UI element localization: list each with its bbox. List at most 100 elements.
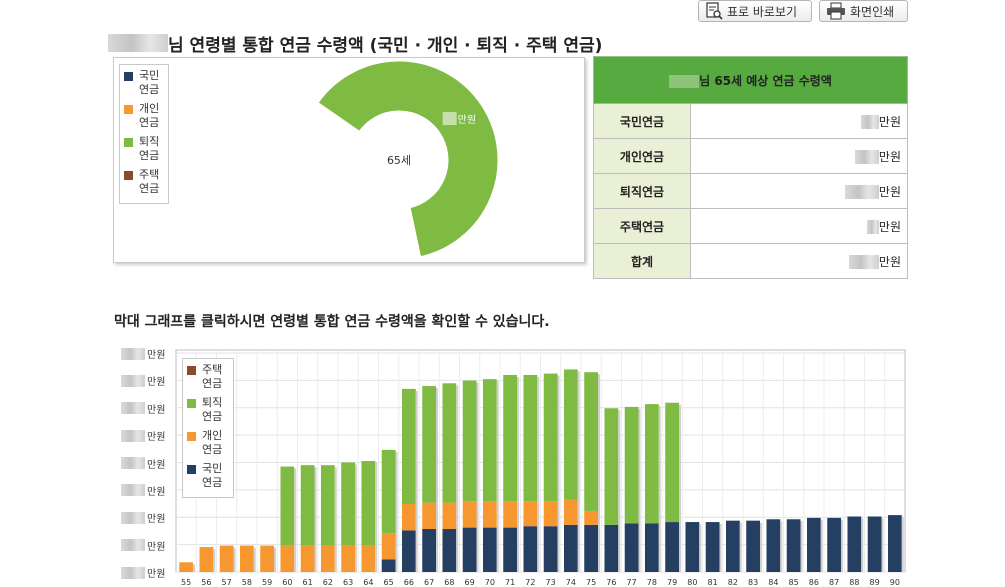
bar-shadow [699, 524, 702, 572]
bar-segment[interactable] [584, 372, 599, 511]
bar-segment[interactable] [381, 559, 396, 572]
bar-segment[interactable] [320, 465, 335, 546]
bar-segment[interactable] [462, 501, 477, 528]
y-tick-label: 만원 [121, 346, 165, 361]
bar-segment[interactable] [563, 499, 578, 525]
x-tick-label: 74 [566, 578, 576, 587]
legend-label: 국민연금 [202, 462, 223, 489]
bar-segment[interactable] [827, 517, 842, 572]
bar-segment[interactable] [239, 545, 254, 572]
bar-shadow [193, 564, 196, 572]
bar-segment[interactable] [341, 545, 356, 572]
bar-segment[interactable] [685, 522, 700, 572]
bar-shadow [436, 388, 439, 572]
bar-segment[interactable] [563, 524, 578, 572]
bar-segment[interactable] [746, 520, 761, 572]
bar-segment[interactable] [786, 519, 801, 572]
bar-segment[interactable] [563, 369, 578, 500]
bar-segment[interactable] [624, 406, 639, 524]
bar-segment[interactable] [462, 380, 477, 502]
view-as-table-button[interactable]: 표로 바로보기 [698, 0, 812, 22]
x-tick-label: 84 [768, 578, 778, 587]
y-tick-label: 만원 [121, 565, 165, 580]
bar-shadow [598, 374, 601, 572]
bar-segment[interactable] [523, 501, 538, 527]
bar-segment[interactable] [867, 516, 882, 573]
bar-segment[interactable] [422, 502, 437, 529]
bar-segment[interactable] [361, 461, 376, 546]
bar-segment[interactable] [806, 517, 821, 572]
bar-shadow [577, 371, 580, 572]
row-label: 퇴직연금 [593, 173, 691, 209]
bar-segment[interactable] [199, 547, 214, 572]
bar-segment[interactable] [381, 449, 396, 534]
bar-segment[interactable] [604, 524, 619, 572]
bar-segment[interactable] [503, 527, 518, 572]
legend-item-housing: 주택연금 [124, 168, 164, 196]
bar-segment[interactable] [442, 383, 457, 503]
bar-segment[interactable] [644, 523, 659, 572]
bar-segment[interactable] [523, 526, 538, 572]
bar-segment[interactable] [847, 516, 862, 573]
bar-segment[interactable] [503, 501, 518, 528]
bar-segment[interactable] [219, 545, 234, 572]
bar-segment[interactable] [300, 545, 315, 572]
x-tick-label: 65 [384, 578, 394, 587]
bar-segment[interactable] [523, 374, 538, 502]
print-button[interactable]: 화면인쇄 [819, 0, 908, 22]
bar-shadow [395, 451, 398, 572]
table-row: 합계 만원 [593, 243, 908, 279]
x-tick-label: 56 [201, 578, 211, 587]
bar-shadow [456, 385, 459, 572]
bar-segment[interactable] [422, 386, 437, 503]
bar-segment[interactable] [280, 545, 295, 572]
x-tick-label: 70 [485, 578, 495, 587]
bar-segment[interactable] [543, 373, 558, 502]
pension-summary-table: 님 65세 예상 연금 수령액 국민연금 만원 개인연금 만원 퇴직연금 만원 … [593, 56, 908, 279]
bar-segment[interactable] [584, 510, 599, 525]
bar-segment[interactable] [665, 402, 680, 523]
legend-item-national: 국민연금 [187, 462, 229, 490]
bar-segment[interactable] [341, 462, 356, 546]
bar-segment[interactable] [401, 530, 416, 572]
bar-segment[interactable] [887, 515, 902, 572]
legend-label: 국민연금 [139, 69, 160, 96]
bar-segment[interactable] [320, 545, 335, 572]
x-tick-label: 90 [890, 578, 900, 587]
bar-segment[interactable] [584, 524, 599, 572]
bar-segment[interactable] [766, 519, 781, 572]
bar-segment[interactable] [401, 504, 416, 531]
bar-segment[interactable] [543, 501, 558, 527]
bar-segment[interactable] [482, 501, 497, 528]
svg-text:만원: 만원 [458, 114, 476, 126]
x-tick-label: 71 [505, 578, 515, 587]
bar-segment[interactable] [624, 523, 639, 572]
bar-shadow [739, 522, 742, 572]
bar-segment[interactable] [644, 404, 659, 524]
bar-segment[interactable] [300, 465, 315, 546]
bar-segment[interactable] [604, 408, 619, 525]
legend-label: 퇴직연금 [139, 135, 160, 162]
bar-segment[interactable] [725, 520, 740, 572]
bar-segment[interactable] [462, 527, 477, 572]
page-title: 님 연령별 통합 연금 수령액 (국민 · 개인 · 퇴직 · 주택 연금) [108, 31, 602, 56]
bar-segment[interactable] [381, 533, 396, 560]
bar-segment[interactable] [482, 527, 497, 572]
bar-segment[interactable] [422, 528, 437, 572]
bar-segment[interactable] [543, 526, 558, 572]
bar-segment[interactable] [705, 522, 720, 572]
bar-segment[interactable] [179, 562, 194, 572]
bar-segment[interactable] [260, 545, 275, 572]
donut-slice-retirement[interactable] [314, 58, 501, 260]
bar-segment[interactable] [442, 502, 457, 529]
bar-shadow [719, 524, 722, 572]
bar-segment[interactable] [401, 388, 416, 505]
bar-segment[interactable] [361, 545, 376, 572]
bar-segment[interactable] [482, 379, 497, 502]
bar-segment[interactable] [503, 374, 518, 502]
bar-segment[interactable] [280, 466, 295, 546]
bar-segment[interactable] [665, 522, 680, 572]
legend-label: 주택연금 [139, 168, 160, 195]
bar-segment[interactable] [442, 528, 457, 572]
bar-shadow [213, 549, 216, 572]
